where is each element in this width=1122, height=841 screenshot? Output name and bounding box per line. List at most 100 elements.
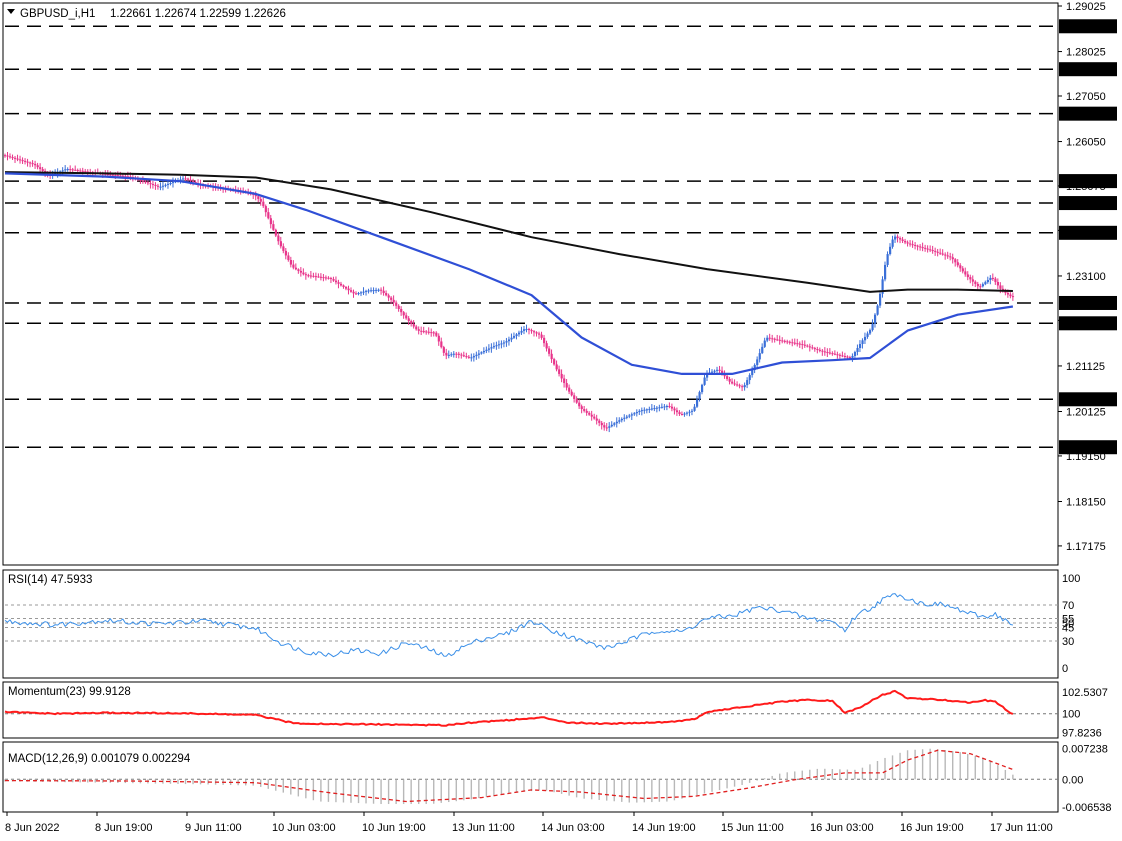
candle-body — [891, 239, 894, 247]
candle-body — [422, 331, 425, 333]
time-tick-label: 15 Jun 11:00 — [721, 822, 784, 834]
candle-body — [375, 289, 378, 291]
candle-body — [507, 339, 511, 342]
candle-body — [793, 342, 796, 344]
candle-body — [1004, 291, 1007, 293]
level-label-box — [1059, 196, 1117, 211]
candle-body — [753, 365, 756, 371]
candle-body — [141, 180, 145, 182]
candle-body — [435, 332, 438, 336]
candle-body — [322, 277, 325, 279]
candle-body — [934, 250, 937, 252]
candle-body — [254, 194, 257, 197]
candle-body — [4, 155, 7, 157]
candle-body — [633, 413, 636, 415]
time-tick-label: 10 Jun 19:00 — [362, 822, 426, 834]
level-label: 1.20393 — [1064, 394, 1104, 406]
candle-body — [302, 272, 305, 275]
candle-body — [156, 185, 160, 187]
candle-body — [916, 245, 919, 247]
candle-body — [969, 277, 972, 280]
candle-body — [415, 326, 418, 330]
candle-body — [889, 246, 892, 255]
candle-body — [116, 175, 120, 177]
candle-body — [956, 262, 959, 266]
candle-body — [495, 345, 498, 347]
candle-body — [986, 280, 989, 283]
candle-body — [79, 170, 82, 172]
candle-body — [355, 293, 358, 295]
candle-body — [773, 338, 776, 340]
candle-body — [492, 346, 496, 348]
candle-body — [555, 364, 558, 370]
candle-body — [768, 337, 771, 339]
candle-body — [954, 259, 957, 263]
candle-body — [638, 410, 641, 413]
candle-body — [726, 376, 729, 379]
candle-body — [858, 344, 862, 349]
time-tick-label: 13 Jun 11:00 — [452, 822, 515, 834]
candle-body — [610, 424, 613, 427]
candle-body — [996, 281, 1000, 286]
candle-body — [485, 349, 488, 352]
candle-body — [307, 275, 310, 277]
candle-body — [264, 206, 267, 213]
rsi-tick-label: 50 — [1062, 618, 1074, 630]
candle-body — [6, 155, 9, 157]
candle-body — [838, 354, 842, 356]
candle-body — [966, 274, 969, 278]
candle-body — [29, 162, 32, 164]
candle-body — [886, 254, 889, 265]
candle-body — [11, 157, 14, 159]
candle-body — [573, 395, 576, 399]
price-tick-label: 1.21125 — [1066, 361, 1105, 373]
candle-body — [184, 178, 187, 180]
level-label-box — [1059, 440, 1117, 455]
candle-body — [909, 243, 912, 245]
candle-body — [974, 281, 977, 284]
candle-body — [465, 356, 468, 358]
level-label: 1.28580 — [1064, 21, 1104, 33]
level-price-labels: 1.28580 1.27638 1.26662 1.25182 1.24700 1.240… — [1059, 19, 1117, 455]
candle-body — [437, 335, 440, 342]
candle-body — [746, 380, 749, 386]
candle-body — [578, 402, 581, 407]
candle-body — [866, 333, 869, 337]
candle-body — [711, 371, 714, 373]
candle-body — [287, 255, 290, 261]
candle-body — [678, 412, 681, 415]
price-tick-label: 1.18150 — [1066, 496, 1106, 508]
candle-body — [991, 277, 995, 279]
candle-body — [603, 425, 606, 428]
candle-body — [279, 241, 282, 247]
candle-body — [111, 174, 115, 176]
candle-body — [342, 285, 345, 288]
candle-body — [129, 176, 132, 178]
candle-body — [277, 235, 280, 242]
candle-body — [522, 329, 526, 331]
time-tick-label: 14 Jun 19:00 — [632, 822, 696, 834]
sma-blue-line — [4, 172, 1014, 375]
candle-body — [766, 337, 769, 341]
candle-body — [24, 160, 27, 162]
candle-body — [460, 354, 463, 356]
candle-body — [482, 351, 486, 353]
candle-body — [716, 369, 719, 371]
candle-body — [497, 344, 501, 346]
candle-body — [856, 348, 859, 352]
candle-body — [894, 236, 897, 240]
candle-body — [69, 169, 72, 171]
candle-body — [924, 247, 927, 249]
candle-body — [828, 352, 832, 354]
candle-body — [818, 349, 822, 351]
candle-body — [613, 423, 616, 425]
candle-body — [26, 161, 29, 163]
candle-body — [914, 244, 917, 246]
rsi-line — [4, 593, 1013, 658]
candle-body — [718, 369, 721, 371]
candle-body — [881, 279, 884, 294]
candle-body — [670, 406, 674, 409]
candle-body — [964, 271, 967, 275]
candle-body — [863, 336, 867, 341]
menu-triangle-icon[interactable] — [7, 9, 15, 14]
